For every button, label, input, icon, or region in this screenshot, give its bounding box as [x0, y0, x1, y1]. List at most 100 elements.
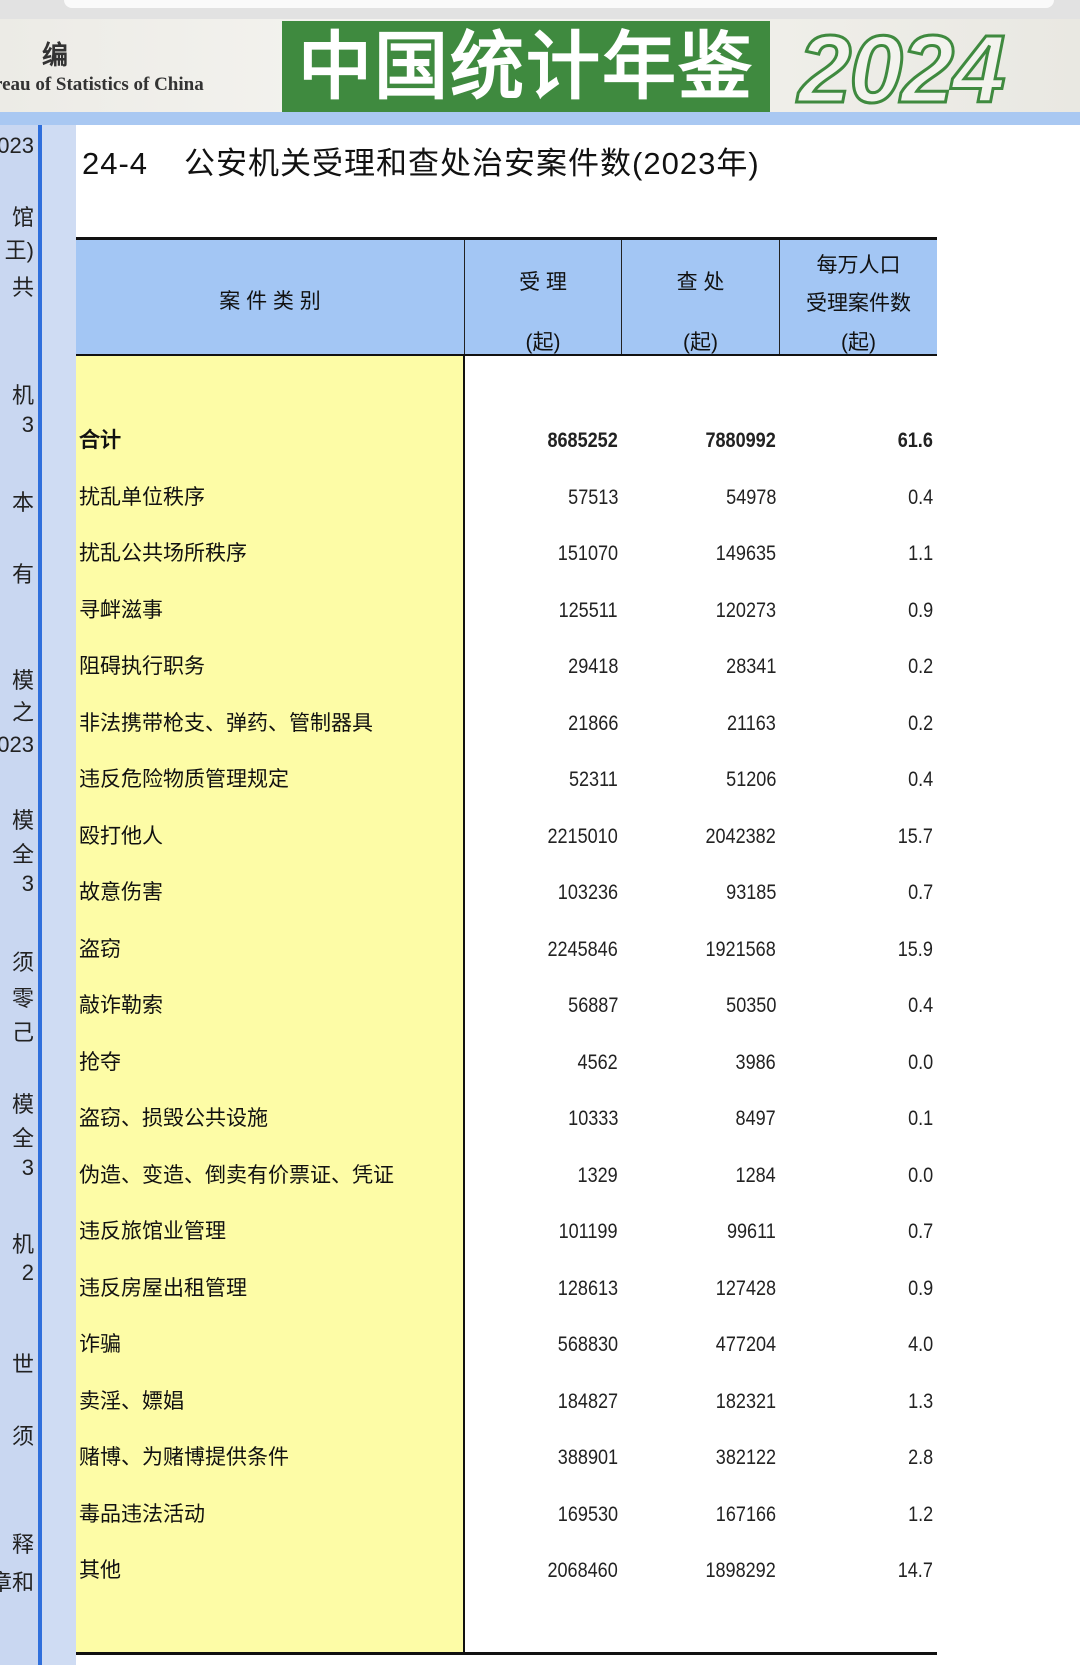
header-per-10k-line2: 受理案件数 [806, 292, 911, 315]
per-10k-cell: 0.0 [907, 1163, 933, 1187]
accepted-cell: 151070 [557, 542, 618, 565]
sidebar-fragment[interactable]: 模 [11, 1092, 34, 1117]
header-per-10k-line1: 每万人口 [816, 254, 901, 277]
browser-top-bar [0, 0, 1080, 19]
handled-cell: 1921568 [705, 937, 776, 961]
category-cell: 扰乱公共场所秩序 [79, 542, 247, 565]
table-row: 盗窃 2245846 1921568 15.9 [76, 930, 937, 970]
category-cell: 寻衅滋事 [79, 598, 163, 622]
handled-cell: 28341 [725, 655, 776, 678]
sidebar-fragment[interactable]: 须 [11, 1424, 34, 1449]
sidebar-fragment[interactable]: 全 [11, 1126, 34, 1151]
category-cell: 合计 [79, 429, 121, 452]
sidebar-fragment[interactable]: 023 [0, 133, 34, 158]
per-10k-cell: 0.4 [907, 768, 933, 791]
header-handled-unit: (起) [683, 331, 718, 354]
sidebar-fragment[interactable]: 之 [11, 700, 34, 725]
accepted-cell: 2245846 [547, 937, 618, 961]
table-row: 故意伤害 103236 93185 0.7 [76, 873, 937, 913]
sidebar-fragment[interactable]: 释 [11, 1532, 34, 1557]
handled-cell: 93185 [725, 881, 776, 904]
header-category-label: 案 件 类 别 [219, 290, 321, 313]
sidebar-splitter[interactable] [38, 125, 42, 1665]
per-10k-cell: 2.8 [907, 1446, 933, 1469]
table-row: 敲诈勒索 56887 50350 0.4 [76, 986, 937, 1026]
sidebar-fragment[interactable]: 本 [11, 490, 34, 515]
table-row: 毒品违法活动 169530 167166 1.2 [76, 1495, 937, 1535]
accepted-cell: 10333 [567, 1107, 618, 1130]
handled-cell: 54978 [725, 485, 776, 509]
table-row: 寻衅滋事 125511 120273 0.9 [76, 591, 937, 631]
accepted-cell: 1329 [577, 1163, 618, 1187]
content-margin [42, 125, 76, 1665]
accepted-cell: 103236 [557, 881, 618, 904]
sidebar-fragment[interactable]: 有 [11, 562, 34, 587]
handled-cell: 127428 [715, 1276, 776, 1300]
sidebar-fragment[interactable]: 3 [21, 871, 34, 896]
accepted-cell: 2215010 [547, 824, 618, 848]
category-column [76, 356, 465, 1652]
yearbook-banner: 编 reau of Statistics of China 中国统计年鉴 202… [0, 19, 1080, 112]
header-per-10k-unit: (起) [841, 331, 876, 354]
category-cell: 卖淫、嫖娼 [79, 1389, 184, 1413]
per-10k-cell: 15.9 [897, 937, 933, 961]
header-handled: 查 处 (起) [622, 240, 780, 354]
handled-cell: 51206 [725, 768, 776, 791]
banner-year: 2024 [797, 19, 1008, 112]
category-cell: 诈骗 [79, 1333, 121, 1356]
accepted-cell: 4562 [577, 1050, 618, 1074]
table-header: 案 件 类 别 受 理 (起) 查 处 (起) 每万人口 受理案件数 (起) [76, 237, 937, 356]
per-10k-cell: 0.2 [907, 655, 933, 678]
sidebar-fragment[interactable]: 模 [11, 808, 34, 833]
table-row: 殴打他人 2215010 2042382 15.7 [76, 817, 937, 857]
sidebar-fragment[interactable]: 馆 [11, 205, 34, 230]
address-bar[interactable] [64, 0, 1054, 8]
per-10k-cell: 0.2 [907, 711, 933, 735]
accepted-cell: 56887 [567, 994, 618, 1017]
accepted-cell: 388901 [557, 1446, 618, 1469]
category-cell: 抢夺 [79, 1050, 121, 1074]
handled-cell: 3986 [735, 1050, 776, 1074]
table-number: 24-4 [82, 146, 149, 181]
handled-cell: 382122 [715, 1446, 776, 1469]
per-10k-cell: 0.0 [907, 1050, 933, 1074]
accepted-cell: 568830 [557, 1333, 618, 1356]
header-per-10k: 每万人口 受理案件数 (起) [780, 240, 937, 354]
category-cell: 殴打他人 [79, 824, 163, 848]
per-10k-cell: 0.7 [907, 1220, 933, 1243]
per-10k-cell: 0.9 [907, 598, 933, 622]
sidebar-fragment[interactable]: 须 [11, 950, 34, 975]
category-cell: 故意伤害 [79, 881, 163, 904]
handled-cell: 120273 [715, 598, 776, 622]
per-10k-cell: 4.0 [907, 1333, 933, 1356]
sidebar-fragment[interactable]: 023 [0, 732, 34, 757]
sidebar-fragment[interactable]: 模 [11, 668, 34, 693]
sidebar-fragment[interactable]: 3 [21, 1155, 34, 1180]
handled-cell: 477204 [715, 1333, 776, 1356]
category-cell: 盗窃 [79, 937, 121, 961]
sidebar-fragment[interactable]: 王) [4, 238, 34, 263]
sidebar-fragment[interactable]: 2 [21, 1260, 34, 1285]
table-row: 诈骗 568830 477204 4.0 [76, 1325, 937, 1365]
sidebar-fragment[interactable]: 世 [11, 1352, 34, 1377]
sidebar-fragment[interactable]: 共 [11, 275, 34, 300]
category-cell: 违反旅馆业管理 [79, 1220, 226, 1243]
sidebar-fragment[interactable]: 全 [11, 842, 34, 867]
sidebar-fragment[interactable]: 机 [11, 383, 34, 408]
banner-english-name: reau of Statistics of China [0, 74, 204, 95]
category-cell: 非法携带枪支、弹药、管制器具 [79, 711, 373, 735]
sidebar-contents[interactable]: 023 馆王) 共机 3 本有模之 023 模全 3 须零己模全 3 机 2 世须释章和 [0, 125, 38, 1665]
sidebar-fragment[interactable]: 章和 [0, 1570, 34, 1595]
table-row: 盗窃、损毁公共设施 10333 8497 0.1 [76, 1099, 937, 1139]
accepted-cell: 8685252 [547, 429, 618, 452]
sidebar-fragment[interactable]: 己 [11, 1020, 34, 1045]
accepted-cell: 184827 [557, 1389, 618, 1413]
table-row: 伪造、变造、倒卖有价票证、凭证 1329 1284 0.0 [76, 1156, 937, 1196]
sidebar-fragment[interactable]: 3 [21, 412, 34, 437]
sidebar-fragment[interactable]: 零 [11, 986, 34, 1011]
handled-cell: 7880992 [705, 429, 776, 452]
per-10k-cell: 1.2 [907, 1502, 933, 1526]
banner-divider [0, 112, 1080, 125]
sidebar-fragment[interactable]: 机 [11, 1232, 34, 1257]
table-row: 扰乱单位秩序 57513 54978 0.4 [76, 478, 937, 518]
